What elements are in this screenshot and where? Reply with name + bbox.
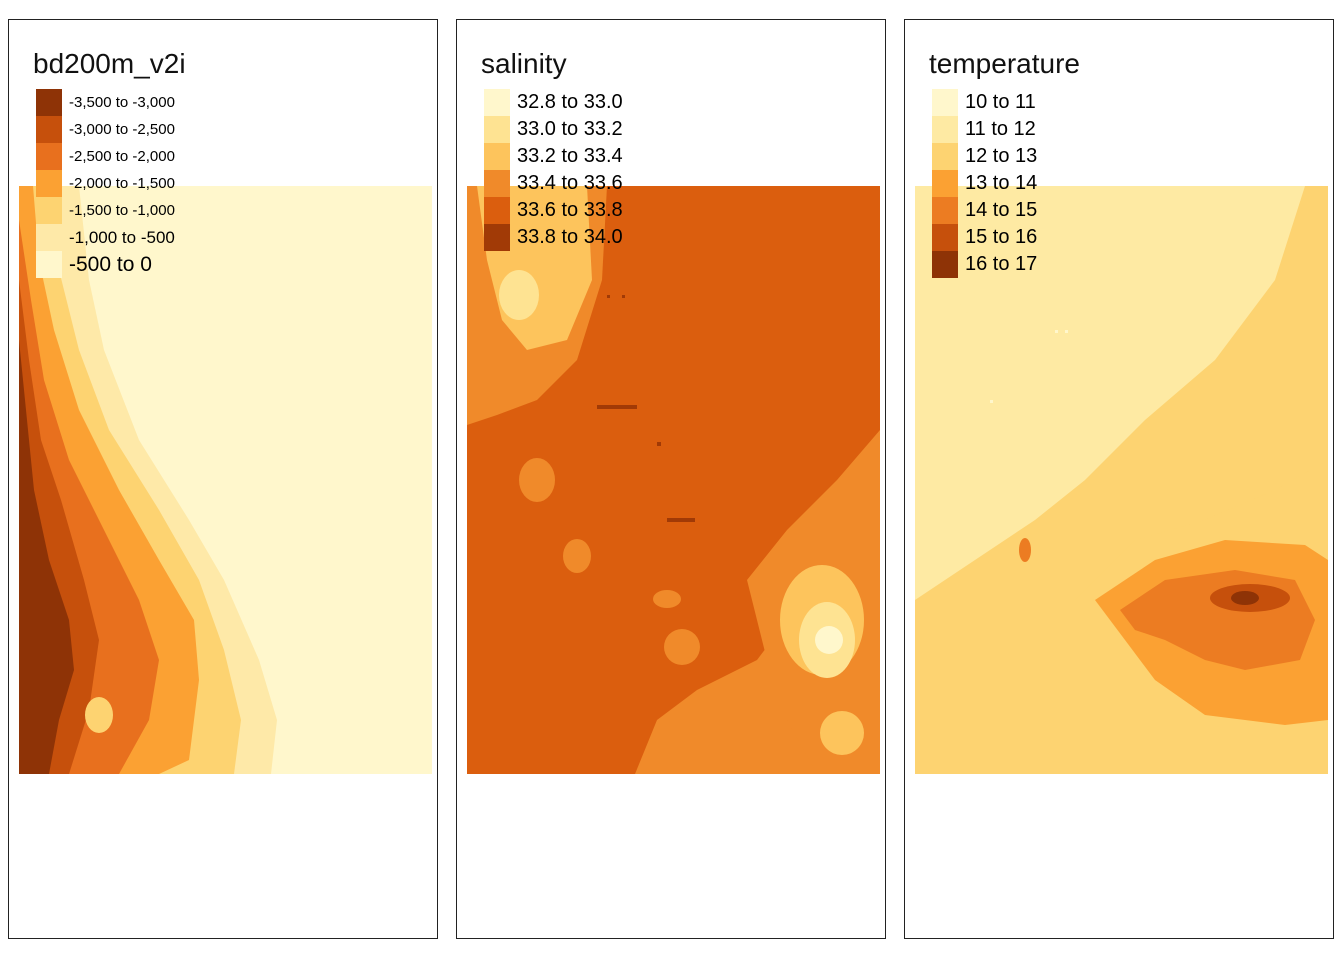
legend-label: 33.8 to 34.0 (517, 226, 623, 248)
legend-label: 33.6 to 33.8 (517, 199, 623, 221)
legend-label: -2,000 to -1,500 (69, 175, 175, 192)
legend-label: -2,500 to -2,000 (69, 148, 175, 165)
legend-label: -1,000 to -500 (69, 227, 175, 247)
legend-label: 13 to 14 (965, 172, 1038, 194)
legend-title: salinity (481, 48, 567, 79)
legend-item: 11 to 12 (932, 116, 1037, 143)
legend-label: -500 to 0 (69, 252, 152, 276)
legend-item: 33.0 to 33.2 (484, 116, 623, 143)
legend: -3,500 to -3,000 -3,000 to -2,500 -2,500… (36, 89, 175, 278)
legend-swatch (932, 89, 958, 116)
legend: 32.8 to 33.0 33.0 to 33.2 33.2 to 33.4 3… (484, 89, 623, 251)
legend: 10 to 11 11 to 12 12 to 13 13 to 14 14 t… (932, 89, 1037, 278)
legend-label: 16 to 17 (965, 253, 1038, 275)
map-panel-bathymetry: bd200m_v2i -3,500 to -3,000 -3,000 to -2… (8, 19, 438, 939)
legend-item: -2,000 to -1,500 (36, 170, 175, 197)
legend-swatch (36, 143, 62, 170)
legend-swatch (484, 224, 510, 251)
legend-item: -2,500 to -2,000 (36, 143, 175, 170)
legend-label: -3,500 to -3,000 (69, 94, 175, 111)
legend-item: 10 to 11 (932, 89, 1037, 116)
legend-item: -500 to 0 (36, 251, 175, 278)
legend-swatch (932, 170, 958, 197)
legend-label: 33.4 to 33.6 (517, 172, 623, 194)
legend-label: 14 to 15 (965, 199, 1038, 221)
legend-label: -1,500 to -1,000 (69, 202, 175, 219)
legend-item: 33.4 to 33.6 (484, 170, 623, 197)
legend-item: 12 to 13 (932, 143, 1037, 170)
legend-item: 32.8 to 33.0 (484, 89, 623, 116)
map-panel-temperature: temperature 10 to 11 11 to 12 12 to 13 1… (904, 19, 1334, 939)
legend-swatch (484, 116, 510, 143)
salinity-raster (467, 186, 880, 774)
legend-swatch (484, 89, 510, 116)
temperature-raster (915, 186, 1328, 774)
legend-swatch (36, 197, 62, 224)
legend-label: 33.0 to 33.2 (517, 118, 623, 140)
legend-title: bd200m_v2i (33, 48, 186, 79)
legend-item: 33.6 to 33.8 (484, 197, 623, 224)
legend-item: -3,000 to -2,500 (36, 116, 175, 143)
legend-swatch (484, 197, 510, 224)
legend-swatch (932, 224, 958, 251)
legend-label: 12 to 13 (965, 145, 1038, 167)
legend-swatch (36, 251, 62, 278)
legend-label: 11 to 12 (965, 118, 1036, 140)
legend-item: 16 to 17 (932, 251, 1037, 278)
legend-swatch (484, 170, 510, 197)
legend-item: 33.8 to 34.0 (484, 224, 623, 251)
bathymetry-raster (19, 186, 432, 774)
legend-item: 14 to 15 (932, 197, 1037, 224)
legend-item: -3,500 to -3,000 (36, 89, 175, 116)
legend-item: -1,000 to -500 (36, 224, 175, 251)
map-panel-salinity: salinity 32.8 to 33.0 33.0 to 33.2 33.2 … (456, 19, 886, 939)
legend-label: 33.2 to 33.4 (517, 145, 623, 167)
legend-item: -1,500 to -1,000 (36, 197, 175, 224)
legend-swatch (36, 224, 62, 251)
legend-item: 13 to 14 (932, 170, 1037, 197)
legend-swatch (932, 143, 958, 170)
legend-swatch (484, 143, 510, 170)
legend-item: 33.2 to 33.4 (484, 143, 623, 170)
legend-swatch (932, 116, 958, 143)
legend-label: 10 to 11 (965, 91, 1036, 113)
legend-title: temperature (929, 48, 1080, 79)
legend-swatch (932, 197, 958, 224)
legend-swatch (36, 89, 62, 116)
legend-label: 15 to 16 (965, 226, 1038, 248)
legend-swatch (932, 251, 958, 278)
legend-swatch (36, 116, 62, 143)
legend-swatch (36, 170, 62, 197)
legend-item: 15 to 16 (932, 224, 1037, 251)
legend-label: -3,000 to -2,500 (69, 121, 175, 138)
legend-label: 32.8 to 33.0 (517, 91, 623, 113)
